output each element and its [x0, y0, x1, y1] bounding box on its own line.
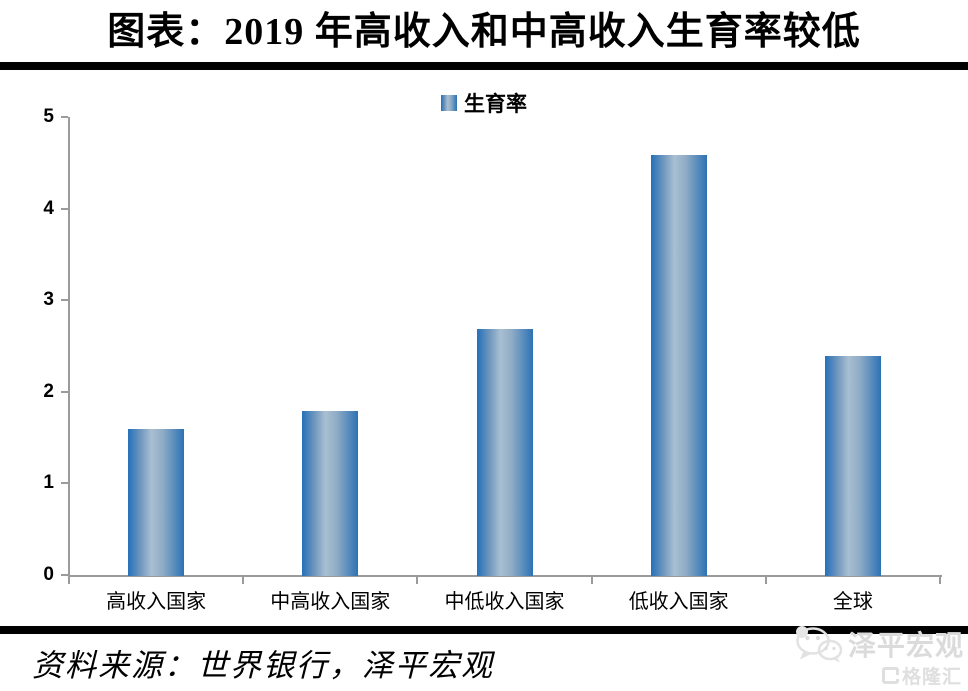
- y-axis-tick-5: [61, 116, 68, 118]
- y-axis-tick-1: [61, 482, 68, 485]
- watermark-platform-row: 格隆汇: [881, 662, 962, 689]
- y-axis-label-3: 3: [43, 289, 54, 311]
- y-axis-label-0: 0: [43, 564, 54, 585]
- y-axis-label-5: 5: [43, 106, 54, 127]
- wechat-icon: [795, 625, 843, 662]
- x-axis-label-2: 中低收入国家: [444, 591, 565, 613]
- y-axis-tick-2: [61, 390, 68, 393]
- y-axis-label-2: 2: [43, 380, 54, 402]
- x-axis-tick-3: [590, 577, 593, 584]
- y-axis-line: [68, 117, 70, 577]
- x-axis-tick-1: [242, 577, 245, 584]
- source-note: 资料来源：世界银行，泽平宏观: [32, 648, 494, 683]
- watermark-platform-text: 格隆汇: [901, 667, 962, 688]
- y-axis-tick-0: [61, 574, 68, 576]
- x-axis-tick-4: [764, 577, 767, 584]
- gelonghui-logo-icon: [881, 667, 899, 684]
- legend-label: 生育率: [464, 92, 527, 116]
- y-axis-tick-4: [61, 207, 68, 210]
- bar-2: [476, 328, 533, 576]
- watermark-wechat-row: 泽平宏观: [794, 624, 964, 664]
- x-axis-label-0: 高收入国家: [106, 591, 207, 613]
- y-axis-label-1: 1: [43, 472, 54, 494]
- x-axis-line: [68, 575, 942, 577]
- bar-0: [128, 429, 185, 576]
- x-axis-label-3: 低收入国家: [628, 591, 729, 613]
- chart-title: 图表：2019 年高收入和中高收入生育率较低: [107, 11, 861, 53]
- x-axis-tick-0: [68, 577, 70, 584]
- legend-swatch: [441, 95, 457, 111]
- bar-4: [824, 356, 881, 576]
- x-axis-tick-2: [416, 577, 419, 584]
- x-axis-label-1: 中高收入国家: [270, 591, 391, 613]
- y-axis-tick-3: [61, 299, 68, 302]
- top-divider-rule: [0, 62, 968, 70]
- watermark-brand-text: 泽平宏观: [847, 630, 964, 661]
- legend: 生育率: [0, 88, 968, 118]
- bottom-divider-rule: [0, 626, 968, 634]
- x-axis-tick-5: [939, 577, 941, 584]
- bar-1: [302, 411, 359, 576]
- watermark: 泽平宏观 格隆汇: [764, 624, 964, 689]
- x-axis-label-4: 全球: [832, 591, 873, 613]
- bar-3: [650, 154, 707, 576]
- y-axis-label-4: 4: [43, 197, 54, 219]
